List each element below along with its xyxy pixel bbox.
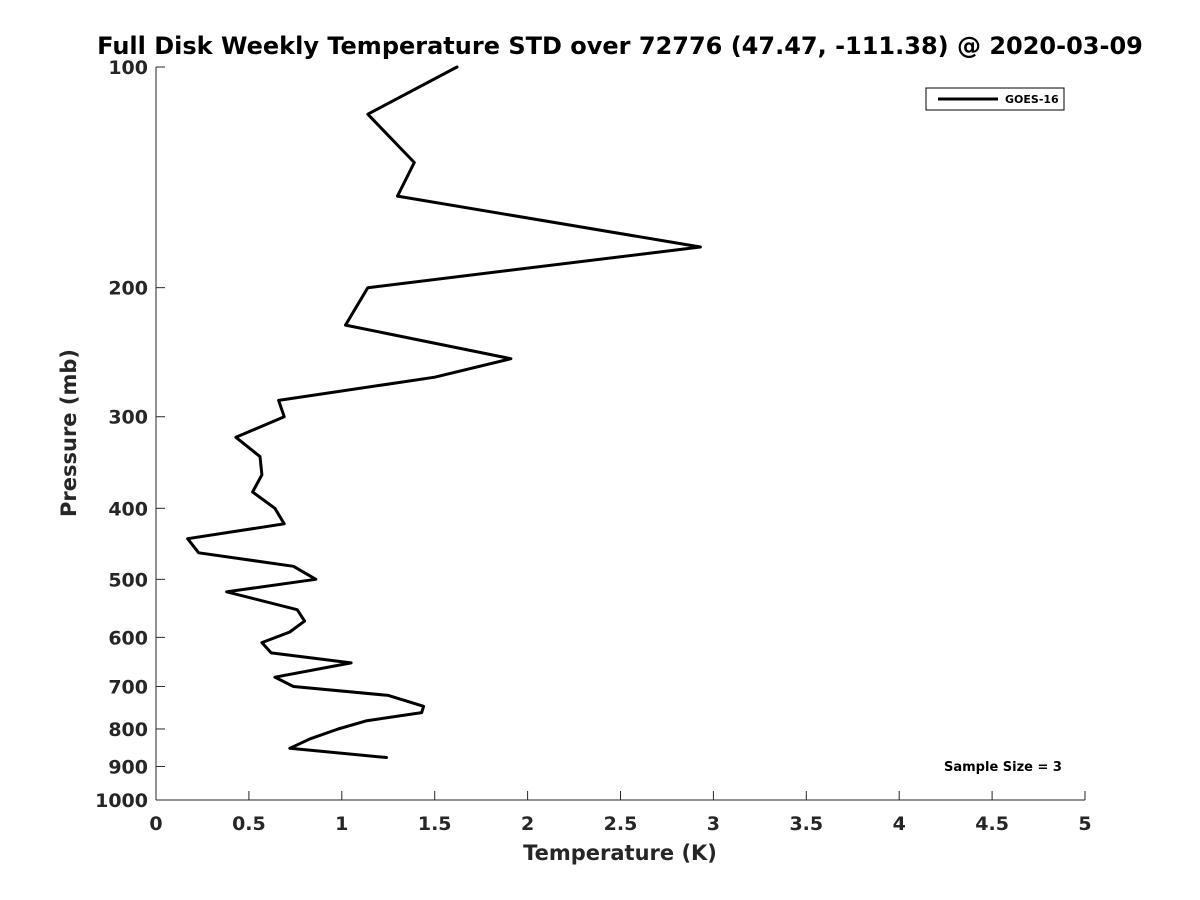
legend: GOES-16: [925, 87, 1065, 111]
x-tick-label: 1: [335, 813, 348, 835]
axes: [155, 67, 1085, 801]
legend-entry-goes-16: GOES-16: [1005, 93, 1059, 106]
y-tick-label: 700: [108, 676, 148, 698]
x-tick-label: 4.5: [975, 813, 1009, 835]
x-tick-label: 3: [707, 813, 720, 835]
series-layer: [186, 65, 702, 759]
x-tick-label: 1.5: [418, 813, 452, 835]
y-tick-label: 1000: [95, 790, 148, 812]
y-tick-label: 600: [108, 627, 148, 649]
y-tick-label: 800: [108, 719, 148, 741]
x-ticks: 0 0.5 1 1.5 2 2.5 3 3.5 4 4.5 5: [149, 791, 1092, 835]
chart-title: Full Disk Weekly Temperature STD over 72…: [97, 32, 1143, 60]
x-tick-label: 0.5: [232, 813, 266, 835]
x-tick-label: 3.5: [789, 813, 823, 835]
y-tick-label: 900: [108, 756, 148, 778]
x-axis-label: Temperature (K): [523, 841, 717, 865]
x-tick-label: 2.5: [604, 813, 638, 835]
x-tick-label: 5: [1078, 813, 1091, 835]
sample-size-annotation: Sample Size = 3: [944, 760, 1062, 775]
y-tick-label: 400: [108, 498, 148, 520]
series-line-goes-16: [186, 65, 702, 759]
x-tick-label: 2: [521, 813, 534, 835]
y-tick-label: 200: [108, 278, 148, 300]
x-tick-label: 4: [893, 813, 906, 835]
x-tick-label: 0: [149, 813, 162, 835]
y-axis-label: Pressure (mb): [57, 349, 81, 517]
y-tick-label: 100: [108, 57, 148, 79]
y-tick-label: 500: [108, 569, 148, 591]
y-tick-label: 300: [108, 407, 148, 429]
y-ticks: 100 200 300 400 500 600 700 800 900 1000: [95, 57, 165, 812]
